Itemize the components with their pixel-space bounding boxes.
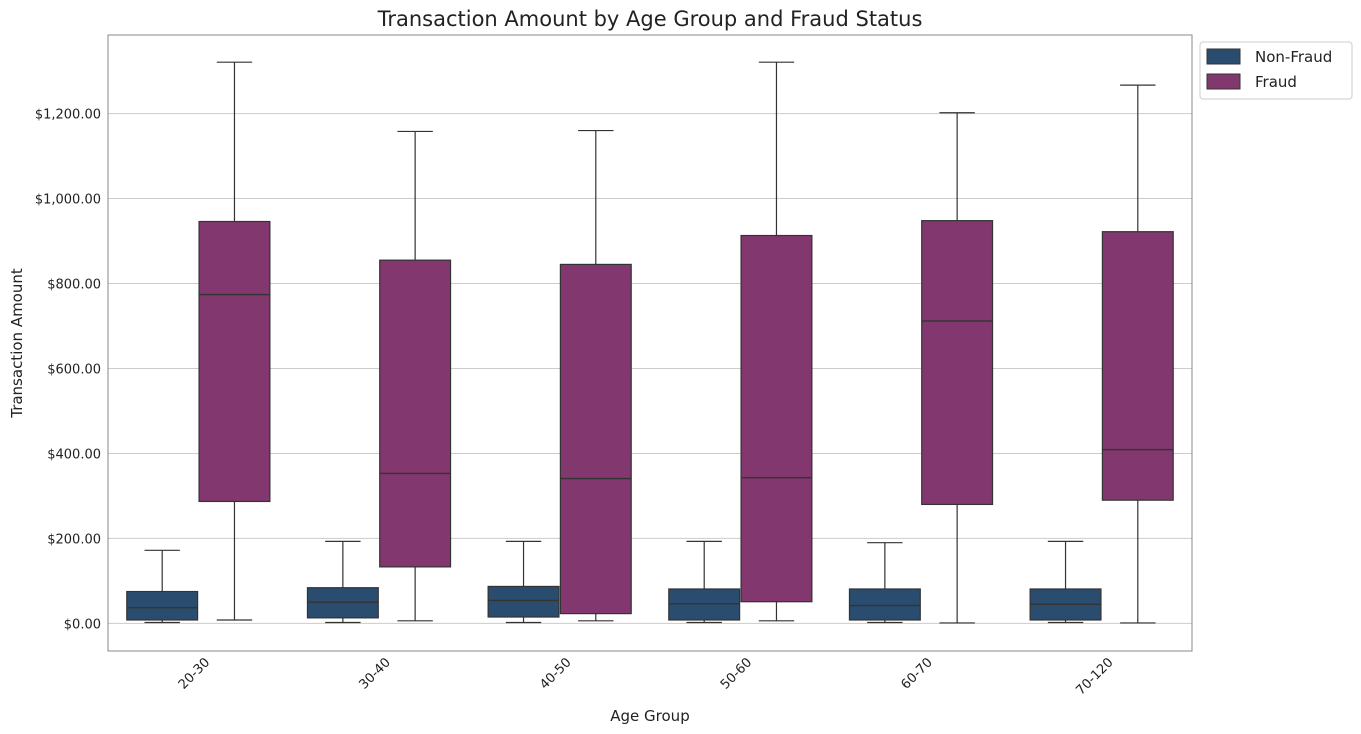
x-tick-label: 50-60 — [718, 655, 755, 692]
plot-frame — [107, 34, 1193, 652]
y-tick-label: $0.00 — [64, 617, 101, 632]
legend-swatch-non-fraud — [1206, 48, 1241, 65]
legend-label-non-fraud: Non-Fraud — [1255, 48, 1332, 66]
box-fraud-20-30 — [198, 61, 271, 621]
chart-title: Transaction Amount by Age Group and Frau… — [377, 7, 923, 31]
x-tick-label: 20-30 — [176, 655, 213, 692]
legend: Non-Fraud Fraud — [1199, 41, 1353, 100]
y-tick-label: $400.00 — [47, 447, 101, 462]
y-axis-label: Transaction Amount — [8, 268, 26, 419]
x-tick-label: 40-50 — [537, 655, 574, 692]
box-non-fraud-20-30 — [126, 549, 199, 624]
x-tick-label: 30-40 — [357, 655, 394, 692]
y-tick-labels: $0.00 $200.00 $400.00 $600.00 $800.00 $1,000.… — [35, 108, 101, 633]
iqr-box — [921, 220, 994, 506]
box-fraud-40-50 — [559, 129, 632, 622]
legend-label-fraud: Fraud — [1255, 73, 1297, 91]
gridlines — [108, 113, 1192, 624]
box-fraud-60-70 — [921, 112, 994, 624]
y-tick-label: $600.00 — [47, 362, 101, 377]
box-groups — [126, 61, 1174, 624]
y-tick-label: $200.00 — [47, 532, 101, 547]
iqr-box — [379, 259, 452, 568]
box-fraud-70-120 — [1101, 84, 1174, 624]
iqr-box — [1101, 231, 1174, 501]
x-axis-label: Age Group — [610, 707, 689, 725]
iqr-box — [848, 588, 921, 621]
y-tick-label: $800.00 — [47, 278, 101, 293]
iqr-box — [740, 234, 813, 603]
box-non-fraud-40-50 — [487, 540, 560, 624]
iqr-box — [198, 220, 271, 503]
box-fraud-50-60 — [740, 61, 813, 622]
iqr-box — [487, 585, 560, 618]
box-fraud-30-40 — [379, 130, 452, 622]
box-non-fraud-60-70 — [848, 542, 921, 624]
x-tick-label: 70-120 — [1073, 655, 1116, 698]
legend-swatch-fraud — [1206, 73, 1241, 90]
iqr-box — [559, 263, 632, 615]
y-tick-label: $1,200.00 — [35, 108, 101, 123]
x-tick-labels: 20-30 30-40 40-50 50-60 60-70 70-120 — [176, 655, 1117, 698]
iqr-box — [126, 590, 199, 621]
box-non-fraud-50-60 — [668, 540, 741, 624]
y-tick-label: $1,000.00 — [35, 193, 101, 208]
x-tick-label: 60-70 — [899, 655, 936, 692]
box-non-fraud-70-120 — [1029, 540, 1102, 624]
box-non-fraud-30-40 — [306, 540, 379, 624]
